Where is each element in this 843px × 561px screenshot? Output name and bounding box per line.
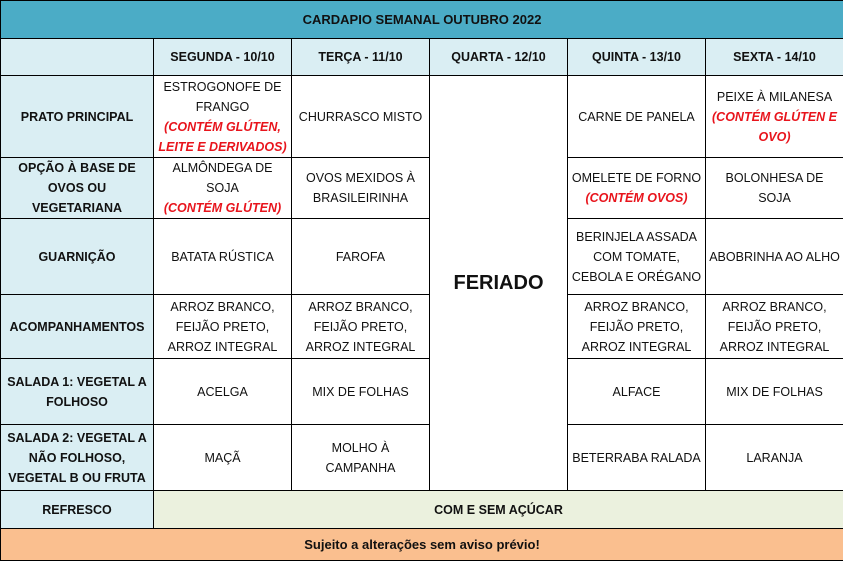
dish-name: PEIXE À MILANESA	[709, 87, 840, 107]
dish-name: MAÇÃ	[157, 448, 288, 468]
menu-cell: LARANJA	[706, 425, 843, 491]
dish-name: BETERRABA RALADA	[571, 448, 702, 468]
menu-cell: ALFACE	[568, 359, 706, 425]
dish-name: ACELGA	[157, 382, 288, 402]
row-label: PRATO PRINCIPAL	[1, 76, 154, 158]
row-label: SALADA 1: VEGETAL A FOLHOSO	[1, 359, 154, 425]
menu-cell: ARROZ BRANCO, FEIJÃO PRETO, ARROZ INTEGR…	[568, 295, 706, 359]
day-header: QUARTA - 12/10	[430, 39, 568, 76]
menu-cell: MIX DE FOLHAS	[292, 359, 430, 425]
dish-name: MIX DE FOLHAS	[709, 382, 840, 402]
dish-name: ARROZ BRANCO, FEIJÃO PRETO, ARROZ INTEGR…	[295, 297, 426, 357]
menu-cell: MOLHO À CAMPANHA	[292, 425, 430, 491]
dish-name: ARROZ BRANCO, FEIJÃO PRETO, ARROZ INTEGR…	[571, 297, 702, 357]
allergen-warning: (CONTÉM OVOS)	[571, 188, 702, 208]
menu-cell: BOLONHESA DE SOJA	[706, 158, 843, 219]
day-header: QUINTA - 13/10	[568, 39, 706, 76]
footer-row: Sujeito a alterações sem aviso prévio!	[1, 529, 843, 561]
dish-name: ALMÔNDEGA DE SOJA	[157, 158, 288, 198]
dish-name: ALFACE	[571, 382, 702, 402]
header-corner	[1, 39, 154, 76]
dish-name: MOLHO À CAMPANHA	[295, 438, 426, 478]
menu-cell: ARROZ BRANCO, FEIJÃO PRETO, ARROZ INTEGR…	[706, 295, 843, 359]
row-label: OPÇÃO À BASE DE OVOS OU VEGETARIANA	[1, 158, 154, 219]
dish-name: BOLONHESA DE SOJA	[709, 168, 840, 208]
holiday-cell: FERIADO	[430, 76, 568, 491]
dish-name: ABOBRINHA AO ALHO	[709, 247, 840, 267]
refresco-value: COM E SEM AÇÚCAR	[154, 491, 843, 529]
menu-cell: FAROFA	[292, 219, 430, 295]
menu-row: SALADA 2: VEGETAL A NÃO FOLHOSO, VEGETAL…	[1, 425, 843, 491]
dish-name: FAROFA	[295, 247, 426, 267]
dish-name: OMELETE DE FORNO	[571, 168, 702, 188]
menu-cell: ABOBRINHA AO ALHO	[706, 219, 843, 295]
allergen-warning: (CONTÉM GLÚTEN)	[157, 198, 288, 218]
menu-cell: BERINJELA ASSADA COM TOMATE, CEBOLA E OR…	[568, 219, 706, 295]
menu-cell: ACELGA	[154, 359, 292, 425]
row-label: REFRESCO	[1, 491, 154, 529]
allergen-warning: (CONTÉM GLÚTEN, LEITE E DERIVADOS)	[157, 117, 288, 157]
row-label: GUARNIÇÃO	[1, 219, 154, 295]
dish-name: BERINJELA ASSADA COM TOMATE, CEBOLA E OR…	[571, 227, 702, 287]
menu-cell: BETERRABA RALADA	[568, 425, 706, 491]
menu-cell: CARNE DE PANELA	[568, 76, 706, 158]
day-header: SEXTA - 14/10	[706, 39, 843, 76]
row-label: ACOMPANHAMENTOS	[1, 295, 154, 359]
row-label: SALADA 2: VEGETAL A NÃO FOLHOSO, VEGETAL…	[1, 425, 154, 491]
menu-cell: MIX DE FOLHAS	[706, 359, 843, 425]
menu-cell: ARROZ BRANCO, FEIJÃO PRETO, ARROZ INTEGR…	[292, 295, 430, 359]
dish-name: BATATA RÚSTICA	[157, 247, 288, 267]
dish-name: MIX DE FOLHAS	[295, 382, 426, 402]
menu-cell: OMELETE DE FORNO(CONTÉM OVOS)	[568, 158, 706, 219]
dish-name: CARNE DE PANELA	[571, 107, 702, 127]
menu-cell: OVOS MEXIDOS À BRASILEIRINHA	[292, 158, 430, 219]
day-header: TERÇA - 11/10	[292, 39, 430, 76]
menu-cell: PEIXE À MILANESA(CONTÉM GLÚTEN E OVO)	[706, 76, 843, 158]
menu-cell: MAÇÃ	[154, 425, 292, 491]
menu-cell: ALMÔNDEGA DE SOJA(CONTÉM GLÚTEN)	[154, 158, 292, 219]
menu-cell: ESTROGONOFE DE FRANGO(CONTÉM GLÚTEN, LEI…	[154, 76, 292, 158]
dish-name: LARANJA	[709, 448, 840, 468]
disclaimer-footer: Sujeito a alterações sem aviso prévio!	[1, 529, 843, 561]
dish-name: ARROZ BRANCO, FEIJÃO PRETO, ARROZ INTEGR…	[157, 297, 288, 357]
dish-name: CHURRASCO MISTO	[295, 107, 426, 127]
dish-name: ESTROGONOFE DE FRANGO	[157, 77, 288, 117]
day-header: SEGUNDA - 10/10	[154, 39, 292, 76]
menu-cell: BATATA RÚSTICA	[154, 219, 292, 295]
allergen-warning: (CONTÉM GLÚTEN E OVO)	[709, 107, 840, 147]
dish-name: OVOS MEXIDOS À BRASILEIRINHA	[295, 168, 426, 208]
menu-cell: CHURRASCO MISTO	[292, 76, 430, 158]
dish-name: ARROZ BRANCO, FEIJÃO PRETO, ARROZ INTEGR…	[709, 297, 840, 357]
menu-cell: ARROZ BRANCO, FEIJÃO PRETO, ARROZ INTEGR…	[154, 295, 292, 359]
menu-title: CARDAPIO SEMANAL OUTUBRO 2022	[1, 1, 843, 39]
